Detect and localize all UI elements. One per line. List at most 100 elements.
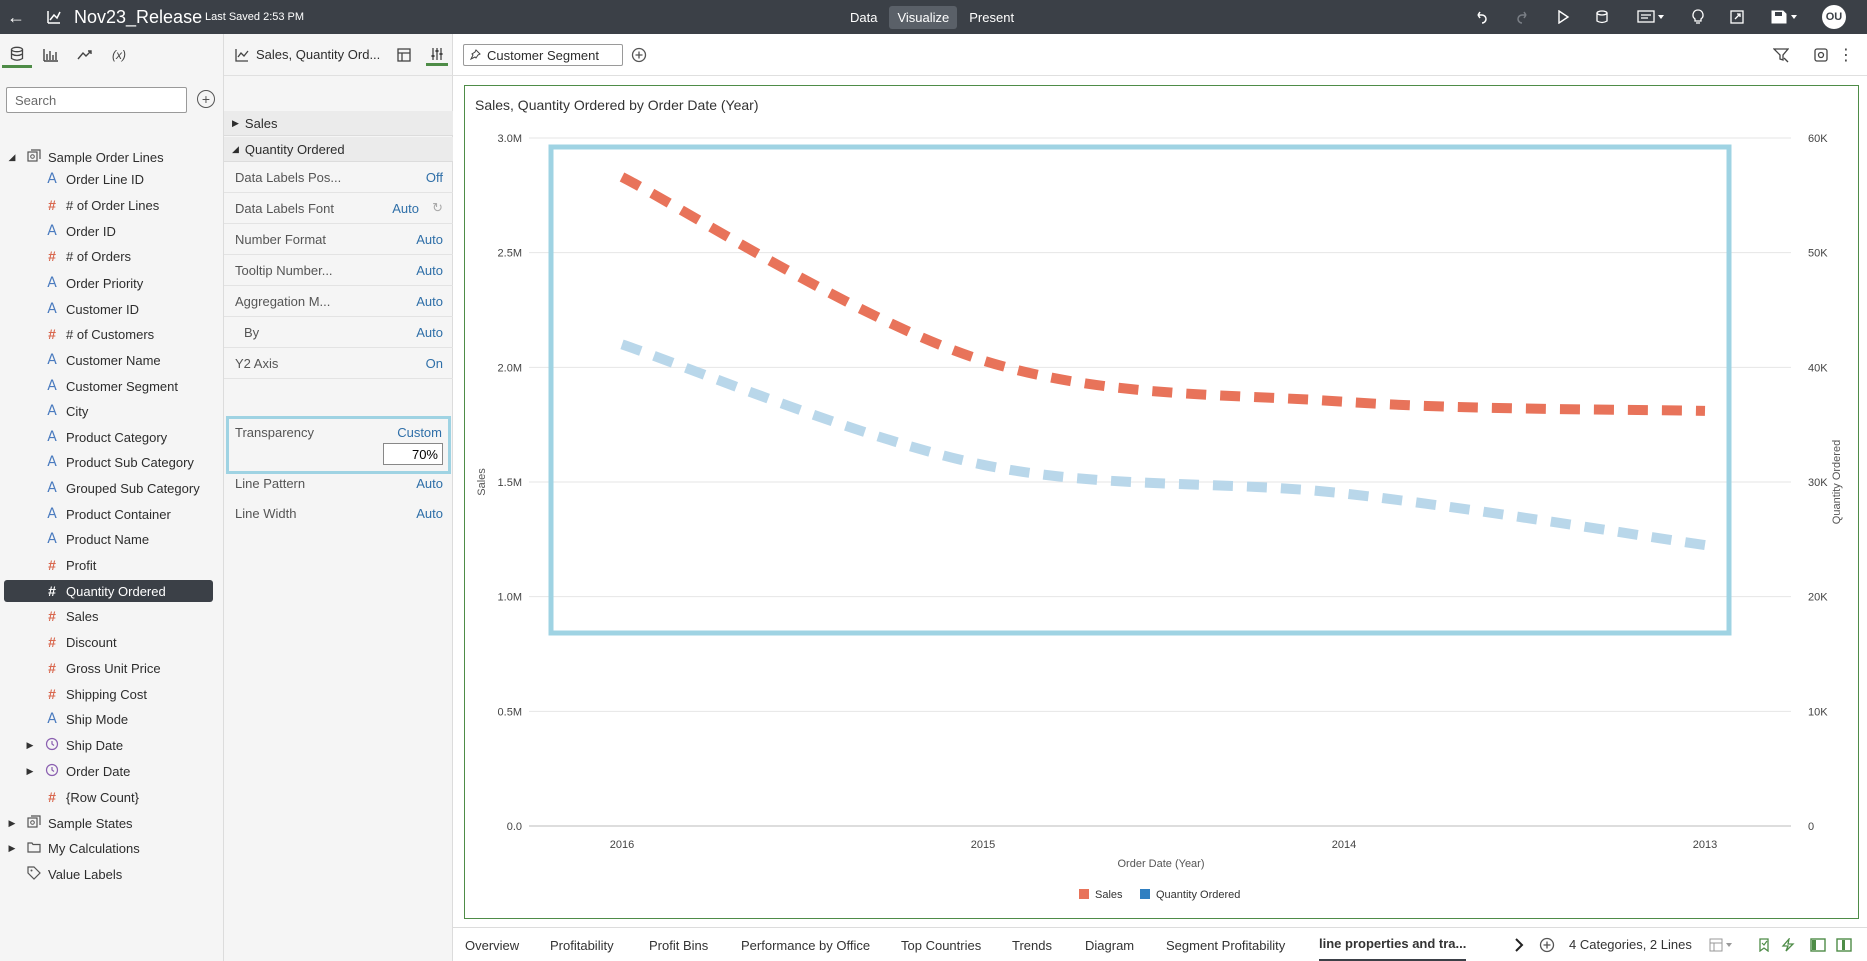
tree-item-order-date[interactable]: ▶ Order Date — [0, 760, 224, 782]
viz-name-label[interactable]: Sales, Quantity Ord... — [256, 47, 381, 62]
section-quantity-ordered[interactable]: ◢ Quantity Ordered — [224, 137, 453, 162]
canvas-tab-profit-bins[interactable]: Profit Bins — [649, 937, 709, 953]
tree-item-ship-mode[interactable]: A Ship Mode — [0, 708, 224, 730]
tree-item-gross-unit-price[interactable]: # Gross Unit Price — [0, 657, 224, 679]
caret-right-icon[interactable]: ▶ — [8, 817, 16, 828]
tree-item-shipping-cost[interactable]: # Shipping Cost — [0, 683, 224, 705]
analytics-tab-icon[interactable] — [70, 42, 100, 68]
tree-item-order-line-id[interactable]: A Order Line ID — [0, 168, 224, 190]
prop-value[interactable]: Auto — [392, 201, 419, 216]
caret-right-icon[interactable]: ▶ — [26, 765, 34, 776]
grammar-panel-icon[interactable] — [393, 44, 415, 66]
left-panel-toggle-icon[interactable] — [1808, 935, 1828, 955]
undo-icon[interactable] — [1467, 0, 1497, 34]
data-search-input[interactable] — [6, 87, 187, 113]
canvas-tab-top-countries[interactable]: Top Countries — [901, 937, 982, 953]
redo-icon[interactable] — [1507, 0, 1537, 34]
visualizations-tab-icon[interactable] — [36, 42, 66, 68]
tree-item-product-name[interactable]: A Product Name — [0, 528, 224, 550]
tree-item-label: Product Category — [66, 429, 168, 445]
caret-down-icon[interactable]: ◢ — [8, 151, 16, 162]
transparency-row: Transparency Custom — [226, 416, 451, 474]
refresh-data-icon[interactable] — [1588, 0, 1618, 34]
prop-value[interactable]: Auto — [416, 476, 443, 491]
add-canvas-icon[interactable] — [1537, 935, 1557, 955]
canvas-tab-segment-profitability[interactable]: Segment Profitability — [1166, 937, 1286, 953]
add-data-icon[interactable]: + — [197, 90, 215, 108]
transparency-input[interactable] — [383, 443, 443, 465]
tree-item-discount[interactable]: # Discount — [0, 631, 224, 653]
save-menu-icon[interactable] — [1765, 0, 1805, 34]
back-arrow-icon[interactable]: ← — [7, 6, 25, 27]
more-options-icon[interactable]: ⋮ — [1838, 47, 1854, 64]
transparency-value[interactable]: Custom — [397, 425, 442, 440]
tree-item-sample-order-lines[interactable]: ◢ Sample Order Lines — [0, 146, 224, 168]
canvas-tab-overview[interactable]: Overview — [465, 937, 520, 953]
prop-value[interactable]: Off — [425, 170, 443, 185]
mode-present[interactable]: Present — [969, 9, 1015, 25]
tree-item-customer-name[interactable]: A Customer Name — [0, 349, 224, 371]
tree-item-sales[interactable]: # Sales — [0, 605, 224, 627]
tree-item-quantity-ordered[interactable]: # Quantity Ordered — [4, 580, 213, 602]
tree-item-grouped-sub-category[interactable]: A Grouped Sub Category — [0, 477, 224, 499]
calculations-tab-icon[interactable]: (x) — [112, 48, 126, 62]
tree-item-city[interactable]: A City — [0, 400, 224, 422]
bookmark-icon[interactable] — [1754, 935, 1774, 955]
workbook-title[interactable]: Nov23_Release — [74, 6, 203, 27]
mode-visualize[interactable]: Visualize — [889, 5, 958, 29]
filter-pill[interactable]: Customer Segment — [463, 44, 623, 66]
tree-item-of-orders[interactable]: # # of Orders — [0, 245, 224, 267]
canvas-tab-performance-by-office[interactable]: Performance by Office — [741, 937, 871, 953]
canvas-tab-profitability[interactable]: Profitability — [550, 937, 614, 953]
add-filter-icon[interactable] — [628, 44, 650, 66]
top-bar: ← Nov23_Release Last Saved 2:53 PM Data … — [0, 0, 1867, 34]
play-icon[interactable] — [1548, 0, 1578, 34]
canvas-tab-line-properties-and-tra[interactable]: line properties and tra... — [1319, 928, 1467, 961]
prop-value[interactable]: Auto — [416, 325, 443, 340]
caret-right-icon[interactable]: ▶ — [26, 739, 34, 750]
tree-item-ship-date[interactable]: ▶ Ship Date — [0, 734, 224, 756]
dataset-icon — [26, 148, 42, 166]
tree-item-product-sub-category[interactable]: A Product Sub Category — [0, 451, 224, 473]
tree-item-customer-segment[interactable]: A Customer Segment — [0, 375, 224, 397]
properties-panel-icon[interactable] — [426, 44, 448, 66]
narrate-menu-icon[interactable] — [1632, 0, 1672, 34]
prop-value[interactable]: On — [425, 356, 443, 371]
filter-settings-icon[interactable] — [1770, 44, 1792, 66]
prop-value[interactable]: Auto — [416, 263, 443, 278]
tree-item-profit[interactable]: # Profit — [0, 554, 224, 576]
tree-item-row-count[interactable]: # {Row Count} — [0, 786, 224, 808]
tree-item-order-priority[interactable]: A Order Priority — [0, 272, 224, 294]
tree-item-my-calculations[interactable]: ▶ My Calculations — [0, 837, 224, 859]
mode-data[interactable]: Data — [850, 9, 878, 25]
tree-item-order-id[interactable]: A Order ID — [0, 220, 224, 242]
user-avatar[interactable]: OU — [1822, 5, 1846, 29]
canvas-settings-icon[interactable] — [1810, 44, 1832, 66]
export-icon[interactable] — [1722, 0, 1752, 34]
tree-item-value-labels[interactable]: Value Labels — [0, 863, 224, 885]
lightbulb-icon[interactable] — [1683, 0, 1713, 34]
line-chart-visualization[interactable]: Sales, Quantity Ordered by Order Date (Y… — [464, 85, 1859, 919]
auto-apply-icon[interactable] — [1778, 935, 1798, 955]
chevron-right-icon[interactable] — [1509, 935, 1529, 955]
canvas-tab-trends[interactable]: Trends — [1012, 937, 1052, 953]
tree-item-label: Discount — [66, 634, 117, 650]
tree-item-customer-id[interactable]: A Customer ID — [0, 298, 224, 320]
prop-value[interactable]: Auto — [416, 506, 443, 521]
canvas-tab-diagram[interactable]: Diagram — [1085, 937, 1135, 953]
tree-item-of-order-lines[interactable]: # # of Order Lines — [0, 194, 224, 216]
caret-right-icon[interactable]: ▶ — [8, 842, 16, 853]
prop-row-by: By Auto — [224, 317, 453, 348]
table-view-menu-icon[interactable] — [1707, 935, 1737, 955]
tree-item-product-container[interactable]: A Product Container — [0, 503, 224, 525]
tree-item-product-category[interactable]: A Product Category — [0, 426, 224, 448]
right-panel-toggle-icon[interactable] — [1834, 935, 1854, 955]
prop-value[interactable]: Auto — [416, 294, 443, 309]
section-sales[interactable]: ▶ Sales — [224, 111, 453, 136]
prop-value[interactable]: Auto — [416, 232, 443, 247]
data-tab-icon[interactable] — [2, 42, 32, 68]
tree-item-of-customers[interactable]: # # of Customers — [0, 323, 224, 345]
y-axis-label: Sales — [476, 468, 488, 496]
tree-item-sample-states[interactable]: ▶ Sample States — [0, 812, 224, 834]
reset-icon[interactable]: ↻ — [432, 200, 443, 215]
